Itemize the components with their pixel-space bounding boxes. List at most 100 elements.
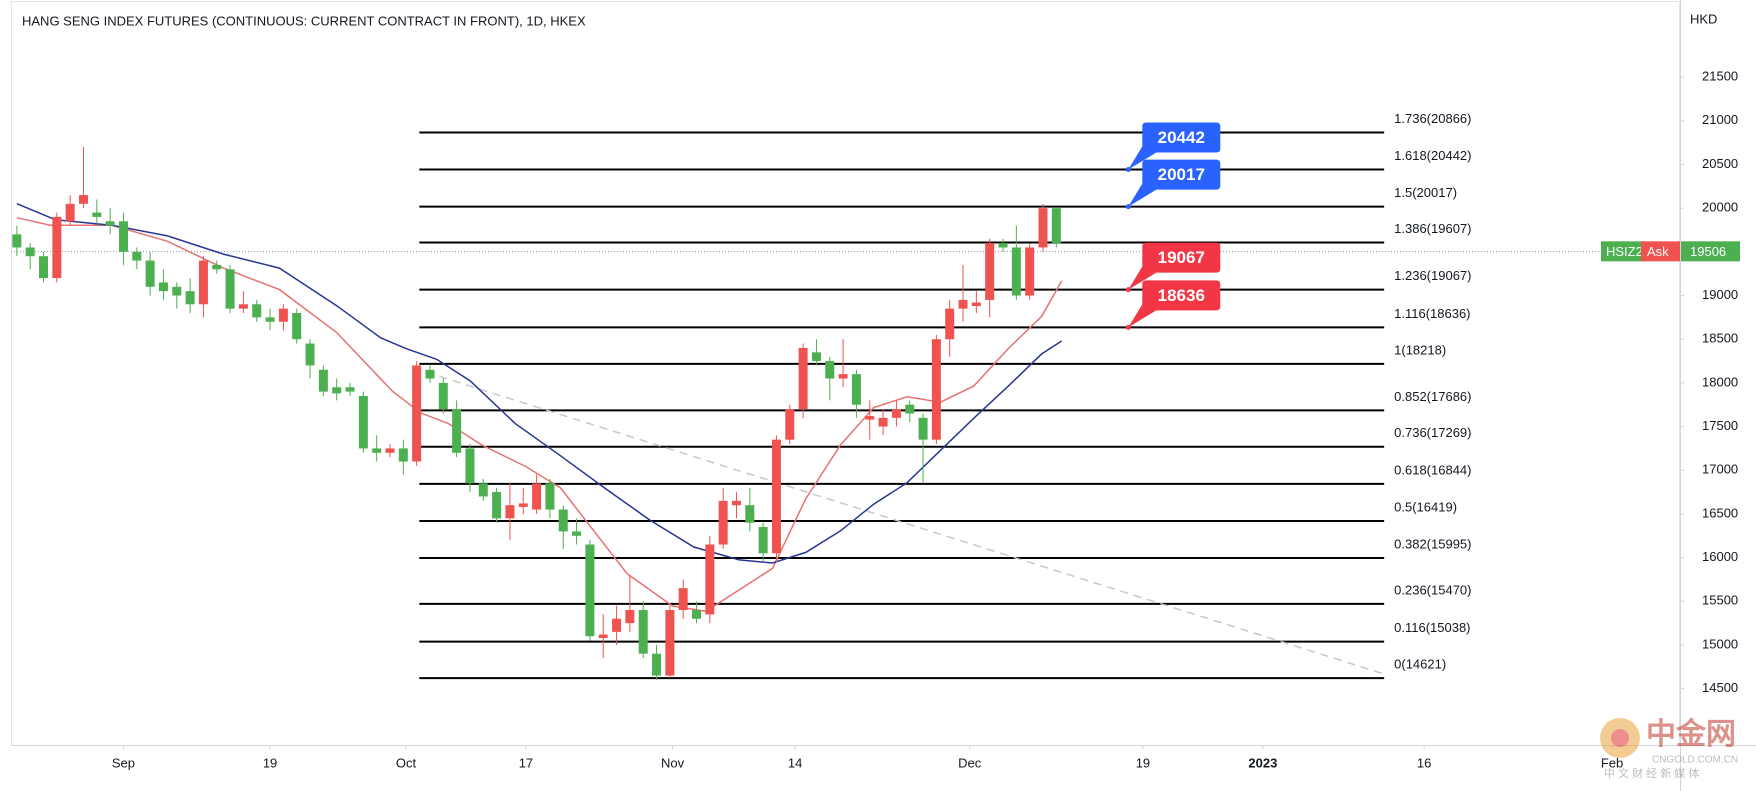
y-tick-label: 18000 — [1702, 374, 1738, 389]
candle-body — [372, 448, 382, 453]
x-tick-label: 2023 — [1248, 755, 1277, 770]
candle-body — [612, 618, 622, 632]
candle-body — [145, 260, 155, 287]
moving-average — [16, 203, 1063, 564]
candle-body — [1051, 208, 1061, 244]
candle-body — [438, 382, 448, 410]
candle-body — [292, 313, 302, 340]
candle-body — [358, 395, 368, 449]
x-tick-label: Nov — [661, 755, 685, 770]
chart-title: HANG SENG INDEX FUTURES (CONTINUOUS: CUR… — [22, 13, 586, 28]
candle-body — [238, 304, 248, 309]
candle-body — [891, 409, 901, 418]
candle-body — [598, 634, 608, 638]
y-tick-label: 17000 — [1702, 462, 1738, 477]
candle-body — [731, 500, 741, 506]
candle-body — [305, 343, 315, 366]
fib-label: 1.618(20442) — [1394, 148, 1471, 163]
candle-body — [332, 387, 342, 394]
fib-label: 0.5(16419) — [1394, 499, 1457, 514]
callout-label: 18636 — [1158, 286, 1205, 305]
x-tick-label: Dec — [958, 755, 982, 770]
candle-body — [385, 448, 395, 453]
candle-body — [665, 610, 675, 676]
y-tick-label: 21500 — [1702, 69, 1738, 84]
y-tick-label: 18500 — [1702, 331, 1738, 346]
candle-body — [798, 347, 808, 410]
candle-body — [118, 221, 128, 252]
fib-label: 0(14621) — [1394, 657, 1446, 672]
callout-label: 20017 — [1158, 165, 1205, 184]
candle-body — [425, 369, 435, 379]
candle-body — [505, 505, 515, 519]
y-tick-label: 15500 — [1702, 593, 1738, 608]
watermark-site: CNGOLD.COM.CN — [1652, 755, 1738, 766]
candle-body — [692, 610, 702, 619]
x-tick-label: 19 — [1136, 755, 1150, 770]
callout-label: 20442 — [1158, 128, 1205, 147]
callout-box — [1128, 280, 1221, 328]
candle-body — [172, 286, 182, 296]
candle-body — [905, 404, 915, 414]
y-tick-label: 20000 — [1702, 200, 1738, 215]
x-tick-label: 17 — [519, 755, 533, 770]
candle-body — [532, 483, 542, 510]
y-tick-label: 21000 — [1702, 112, 1738, 127]
x-tick-label: Sep — [112, 755, 135, 770]
candle-body — [918, 417, 928, 440]
candle-body — [25, 247, 35, 257]
candle-body — [958, 299, 968, 309]
candle-body — [345, 387, 355, 392]
y-tick-label: 16500 — [1702, 505, 1738, 520]
candle-body — [465, 448, 475, 484]
candle-body — [572, 531, 582, 536]
candle-body — [811, 352, 821, 362]
y-tick-label: 19000 — [1702, 287, 1738, 302]
candle-body — [678, 588, 688, 611]
fib-label: 0.116(15038) — [1394, 620, 1470, 635]
candle-body — [825, 361, 835, 379]
moving-average — [16, 216, 1063, 613]
candle-body — [1038, 208, 1048, 248]
x-tick-label: 19 — [263, 755, 277, 770]
candle-body — [945, 308, 955, 340]
candle-body — [785, 409, 795, 440]
candle-body — [838, 374, 848, 379]
watermark-tagline: 中 文 财 经 新 媒 体 — [1604, 766, 1699, 780]
candle-body — [212, 264, 222, 270]
candle-body — [265, 317, 275, 322]
candle-body — [478, 483, 488, 497]
fib-label: 1.5(20017) — [1394, 185, 1457, 200]
candle-body — [39, 256, 49, 279]
candle-body — [1011, 247, 1021, 296]
candle-body — [985, 243, 995, 300]
candle-body — [745, 505, 755, 523]
watermark: 中金网 CNGOLD.COM.CN中 文 财 经 新 媒 体 — [1600, 717, 1738, 780]
fib-label: 1.236(19067) — [1394, 268, 1471, 283]
candle-body — [585, 544, 595, 637]
fib-label: 0.736(17269) — [1394, 425, 1471, 440]
candle-body — [518, 503, 528, 507]
candle-body — [558, 509, 568, 532]
x-tick-label: 14 — [788, 755, 802, 770]
candle-body — [65, 203, 75, 222]
candle-body — [252, 304, 262, 318]
fib-label: 0.618(16844) — [1394, 462, 1471, 477]
symbol-tag — [1601, 241, 1645, 262]
watermark-logo-inner — [1611, 729, 1629, 747]
candle-body — [278, 308, 288, 322]
candle-body — [52, 216, 62, 279]
candle-body — [652, 653, 662, 676]
candle-body — [851, 374, 861, 405]
y-tick-label: 15000 — [1702, 636, 1738, 651]
candle-body — [1025, 247, 1035, 296]
fib-label: 0.236(15470) — [1394, 582, 1471, 597]
candle-body — [318, 369, 328, 392]
candle-body — [931, 339, 941, 440]
candle-body — [398, 448, 408, 462]
fib-label: 1.116(18636) — [1394, 306, 1470, 321]
callout-box — [1128, 122, 1221, 170]
